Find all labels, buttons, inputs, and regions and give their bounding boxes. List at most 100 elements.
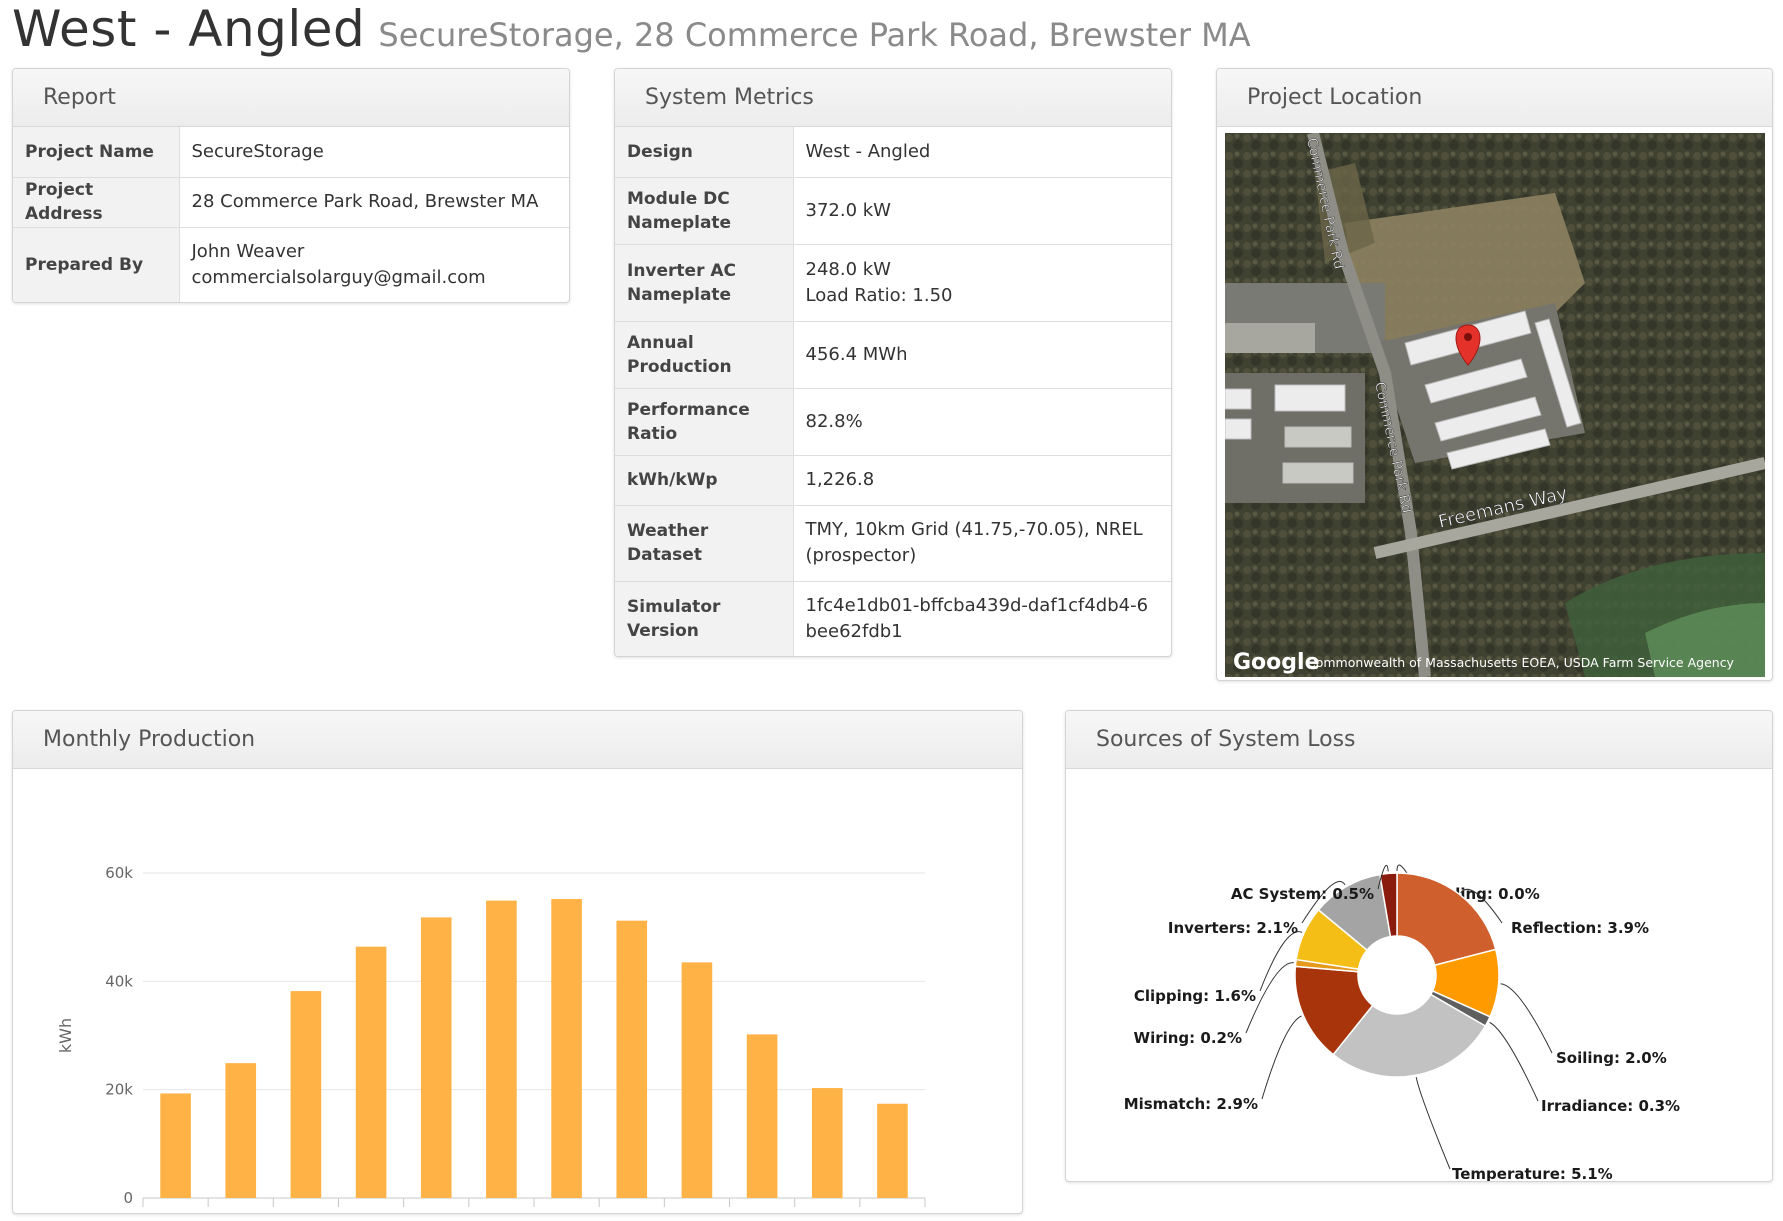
x-tick-label: May <box>421 1212 452 1213</box>
preparer-name: John Weaver <box>191 241 305 263</box>
metric-label: Annual Production <box>615 320 794 388</box>
slice-temperature[interactable] <box>1332 993 1487 1078</box>
metric-label: Performance Ratio <box>615 387 794 455</box>
x-tick-label: Dec <box>878 1212 907 1213</box>
inverter-ac-value: 248.0 kW <box>805 258 891 280</box>
bar-jan[interactable] <box>160 1093 191 1198</box>
metric-label: Inverter AC Nameplate <box>615 243 794 321</box>
table-row: Module DC Nameplate 372.0 kW <box>615 176 1171 244</box>
x-tick-label: Jul <box>557 1212 576 1213</box>
table-row: Project Name SecureStorage <box>13 127 569 177</box>
x-tick-label: Feb <box>227 1212 254 1213</box>
slice-ac-system[interactable] <box>1378 872 1398 938</box>
satellite-map[interactable]: Commerce Park Rd Commerce Park Rd Freema… <box>1225 133 1765 677</box>
slice-reflection[interactable] <box>1396 872 1497 967</box>
metric-label: Module DC Nameplate <box>615 176 794 244</box>
bar-jun[interactable] <box>486 900 517 1198</box>
table-row: Project Address 28 Commerce Park Road, B… <box>13 176 569 227</box>
bar-dec[interactable] <box>877 1103 908 1198</box>
table-row: Simulator Version 1fc4e1db01-bffcba439d-… <box>615 580 1171 656</box>
metric-value: 1,226.8 <box>793 454 1171 505</box>
metric-value: 248.0 kW Load Ratio: 1.50 <box>793 243 1171 321</box>
bar-may[interactable] <box>420 917 452 1198</box>
label-connector <box>1460 888 1503 924</box>
report-table: Project Name SecureStorage Project Addre… <box>13 127 569 302</box>
project-name-label: Project Name <box>13 127 180 177</box>
design-title: West - Angled <box>12 0 366 58</box>
project-address-value: 28 Commerce Park Road, Brewster MA <box>179 176 569 227</box>
load-ratio-value: Load Ratio: 1.50 <box>805 284 953 306</box>
table-row: Prepared By John Weaver commercialsolarg… <box>13 226 569 302</box>
bar-mar[interactable] <box>290 991 322 1198</box>
report-panel: Report Project Name SecureStorage Projec… <box>12 68 570 303</box>
x-tick-label: Mar <box>292 1212 321 1213</box>
metric-value: 1fc4e1db01-bffcba439d-daf1cf4db4-6bee62f… <box>793 580 1171 656</box>
slice-label: Temperature: 5.1% <box>1452 1165 1613 1181</box>
page-title: West - Angled SecureStorage, 28 Commerce… <box>12 0 1251 58</box>
label-connector <box>1301 880 1346 924</box>
label-connector <box>1377 864 1389 890</box>
metric-value: 456.4 MWh <box>793 320 1171 388</box>
metric-label: kWh/kWp <box>615 454 794 505</box>
system-metrics-heading: System Metrics <box>615 69 1171 127</box>
map-pin-icon[interactable] <box>1455 324 1481 366</box>
project-name-value: SecureStorage <box>191 140 324 162</box>
slice-label: Reflection: 3.9% <box>1511 919 1649 937</box>
monthly-production-heading: Monthly Production <box>13 711 1022 769</box>
slice-label: Inverters: 2.1% <box>1168 919 1298 937</box>
table-row: Weather Dataset TMY, 10km Grid (41.75,-7… <box>615 504 1171 581</box>
table-row: Annual Production 456.4 MWh <box>615 320 1171 388</box>
x-tick-label: Aug <box>617 1212 646 1213</box>
metric-label: Design <box>615 127 794 177</box>
metric-value: West - Angled <box>805 140 931 162</box>
map-attribution: Commonwealth of Massachusetts EOEA, USDA… <box>1307 655 1735 670</box>
x-tick-label: Oct <box>749 1212 775 1213</box>
y-tick-label: 20k <box>105 1081 133 1099</box>
x-tick-label: Sep <box>683 1212 711 1213</box>
label-connector <box>1245 962 1294 1034</box>
metric-value: 372.0 kW <box>793 176 1171 244</box>
project-location-panel: Project Location <box>1216 68 1773 681</box>
google-logo: Google <box>1233 650 1320 675</box>
monthly-production-chart: 0 20k 40k 60k kWh Jan Feb Mar Apr May Jun Jul Aug Sep… <box>56 864 926 1213</box>
prepared-by-label: Prepared By <box>13 226 180 302</box>
metric-label: Weather Dataset <box>615 504 794 581</box>
bar-nov[interactable] <box>811 1088 843 1198</box>
metric-value: 82.8% <box>793 387 1171 455</box>
bar-apr[interactable] <box>355 946 387 1198</box>
system-loss-heading: Sources of System Loss <box>1066 711 1772 769</box>
metrics-table: Design West - Angled Module DC Nameplate… <box>615 127 1171 656</box>
table-row: Design West - Angled <box>615 127 1171 177</box>
table-row: Inverter AC Nameplate 248.0 kW Load Rati… <box>615 243 1171 321</box>
slice-label: Soiling: 2.0% <box>1556 1049 1667 1067</box>
slice-label: Mismatch: 2.9% <box>1124 1095 1258 1113</box>
metric-value: TMY, 10km Grid (41.75,-70.05), NREL (pro… <box>793 504 1171 581</box>
project-subtitle: SecureStorage, 28 Commerce Park Road, Br… <box>378 16 1251 54</box>
x-tick-label: Jan <box>163 1212 187 1213</box>
system-loss-panel: Sources of System Loss Shading: 0.0% Refl… <box>1065 710 1773 1182</box>
x-tick-label: Jun <box>489 1212 513 1213</box>
label-connector <box>1259 931 1303 992</box>
metric-label: Simulator Version <box>615 580 794 656</box>
slice-label: Wiring: 0.2% <box>1134 1029 1242 1047</box>
slice-label: AC System: 0.5% <box>1231 885 1374 903</box>
label-connector <box>1261 1015 1302 1100</box>
bar-aug[interactable] <box>616 920 648 1198</box>
project-location-heading: Project Location <box>1217 69 1772 127</box>
y-tick-label: 0 <box>123 1189 133 1207</box>
system-loss-chart: Shading: 0.0%Reflection: 3.9%Soiling: 2.… <box>1124 864 1680 1181</box>
slice-label: Irradiance: 0.3% <box>1541 1097 1680 1115</box>
prepared-by-value: John Weaver commercialsolarguy@gmail.com <box>179 226 569 302</box>
y-tick-label: 40k <box>105 972 133 990</box>
label-connector <box>1415 1077 1451 1170</box>
table-row: kWh/kWp 1,226.8 <box>615 454 1171 505</box>
x-tick-label: Apr <box>358 1212 385 1213</box>
bar-jul[interactable] <box>551 899 582 1198</box>
y-tick-label: 60k <box>105 864 133 882</box>
project-address-label: Project Address <box>13 176 180 227</box>
bar-oct[interactable] <box>746 1034 778 1198</box>
bar-feb[interactable] <box>225 1063 257 1198</box>
bar-sep[interactable] <box>681 962 713 1198</box>
preparer-email: commercialsolarguy@gmail.com <box>191 267 486 289</box>
x-tick-label: Nov <box>813 1212 842 1213</box>
